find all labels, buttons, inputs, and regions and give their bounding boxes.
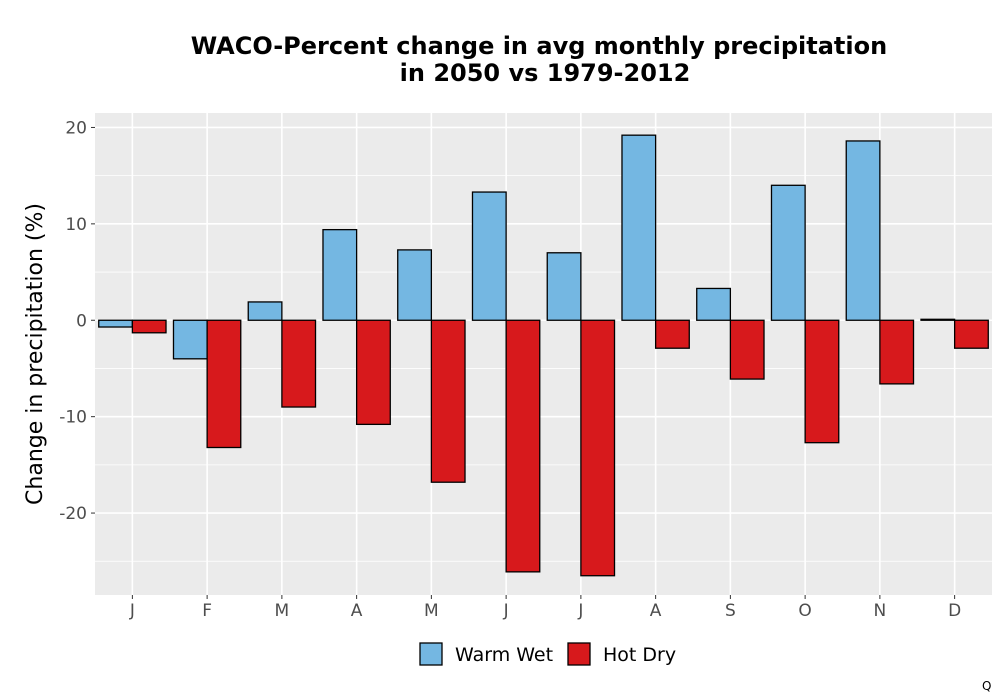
legend-swatch bbox=[567, 642, 591, 666]
bar-hot-dry bbox=[804, 319, 840, 444]
chart-title-line2: in 2050 vs 1979-2012 bbox=[400, 59, 691, 87]
bar-hot-dry bbox=[131, 319, 167, 334]
x-tick-label: M bbox=[275, 601, 290, 621]
bar-hot-dry bbox=[580, 319, 616, 577]
legend-label: Warm Wet bbox=[455, 644, 553, 666]
x-tick-label: A bbox=[650, 601, 662, 621]
legend: Warm Wet Hot Dry bbox=[419, 642, 676, 666]
bar-hot-dry bbox=[355, 319, 391, 426]
bar-warm-wet bbox=[471, 191, 507, 321]
y-tick-label: -10 bbox=[59, 408, 87, 428]
x-tick-label: N bbox=[874, 601, 887, 621]
y-tick-label: 0 bbox=[76, 311, 87, 331]
x-tick-label: F bbox=[202, 601, 212, 621]
y-tick-label: 20 bbox=[65, 118, 87, 138]
x-tick-label: O bbox=[798, 601, 811, 621]
x-tick-label: J bbox=[129, 601, 135, 621]
bar-hot-dry bbox=[953, 319, 989, 349]
y-tick-label: 10 bbox=[65, 215, 87, 235]
plot-panel bbox=[95, 113, 992, 595]
x-tick-label: J bbox=[577, 601, 583, 621]
bar-warm-wet bbox=[322, 228, 358, 321]
corner-mark: Q bbox=[982, 679, 991, 693]
bar-warm-wet bbox=[247, 301, 283, 321]
bar-warm-wet bbox=[172, 319, 208, 360]
legend-swatch bbox=[419, 642, 443, 666]
x-tick-label: S bbox=[725, 601, 736, 621]
chart-title-line1: WACO-Percent change in avg monthly preci… bbox=[191, 32, 887, 60]
y-tick-labels: 20 10 0 -10 -20 bbox=[59, 118, 95, 524]
y-tick-label: -20 bbox=[59, 504, 87, 524]
bar-warm-wet bbox=[621, 134, 657, 321]
bar-hot-dry bbox=[281, 319, 317, 408]
x-tick-label: A bbox=[351, 601, 363, 621]
bar-hot-dry bbox=[879, 319, 915, 385]
bar-hot-dry bbox=[206, 319, 242, 449]
bar-warm-wet bbox=[696, 287, 732, 321]
bar-hot-dry bbox=[505, 319, 541, 573]
bar-warm-wet bbox=[98, 319, 134, 328]
bar-warm-wet bbox=[920, 318, 956, 321]
bar-hot-dry bbox=[729, 319, 765, 380]
bar-warm-wet bbox=[770, 184, 806, 321]
x-tick-label: J bbox=[503, 601, 509, 621]
legend-label: Hot Dry bbox=[603, 644, 676, 666]
bar-warm-wet bbox=[397, 249, 433, 321]
bar-hot-dry bbox=[430, 319, 466, 483]
x-tick-label: M bbox=[424, 601, 439, 621]
x-tick-label: D bbox=[948, 601, 961, 621]
bars bbox=[98, 134, 989, 577]
bar-warm-wet bbox=[546, 252, 582, 321]
bar-hot-dry bbox=[654, 319, 690, 349]
y-axis-title: Change in precipitation (%) bbox=[23, 203, 48, 505]
bar-warm-wet bbox=[845, 140, 881, 321]
